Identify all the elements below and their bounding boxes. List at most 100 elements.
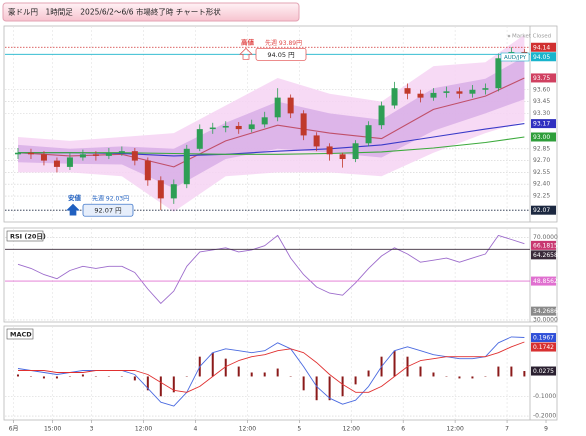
symbol-label: AUD/JPY xyxy=(504,55,527,61)
moving-average xyxy=(17,77,525,168)
histogram-bar xyxy=(172,376,175,393)
annotation-arrow xyxy=(66,203,80,216)
candle-body xyxy=(274,97,281,118)
y-tick-label: -0.2000 xyxy=(533,413,556,420)
x-tick-label: 9 xyxy=(544,426,548,433)
candle-body xyxy=(469,89,476,94)
candle-body xyxy=(456,91,463,94)
histogram-bar xyxy=(211,352,214,377)
candle-body xyxy=(365,125,372,144)
histogram-bar xyxy=(224,358,227,377)
histogram-bar xyxy=(42,376,45,379)
candle-body xyxy=(339,154,346,160)
axis-tag-label: 0.0275 xyxy=(533,368,554,375)
candle-body xyxy=(40,154,47,161)
axis-tag-label: 64.2658 xyxy=(533,252,558,259)
candle-body xyxy=(92,154,99,156)
histogram-bar xyxy=(315,376,318,401)
axis-tag xyxy=(531,306,556,316)
axis-tag-label: 93.17 xyxy=(533,121,550,128)
histogram-bar xyxy=(146,376,149,391)
axis-tag xyxy=(531,132,556,142)
panel-title: RSI (20日) xyxy=(10,233,46,241)
candle-body xyxy=(14,152,21,155)
y-tick-label: -0.1000 xyxy=(533,393,556,400)
x-tick-label: 4 xyxy=(194,426,198,433)
candle-body xyxy=(118,151,125,153)
axis-tag xyxy=(531,276,556,286)
axis-tag-label: 48.8562 xyxy=(533,278,558,285)
candle-body xyxy=(495,58,502,89)
histogram-bar xyxy=(16,374,19,377)
histogram-bar xyxy=(497,366,500,377)
histogram-bar xyxy=(263,372,266,377)
histogram-bar xyxy=(237,366,240,377)
candle-body xyxy=(404,88,411,94)
axis-tag xyxy=(531,205,556,215)
annotation-title: 安値 xyxy=(68,193,82,202)
panel xyxy=(3,227,558,323)
candle-body xyxy=(183,148,190,185)
annotation-title: 高値 xyxy=(241,37,255,46)
axis-tag-label: 93.00 xyxy=(533,134,550,141)
histogram-bar xyxy=(432,372,435,377)
chart-title: 豪ドル円 1時間足 2025/6/2～6/6 市場終了時 チャート形状 xyxy=(8,7,221,17)
axis-tag xyxy=(531,52,556,62)
candle-body xyxy=(248,124,255,130)
moving-average xyxy=(18,136,525,155)
axis-tag xyxy=(531,250,556,260)
y-tick-label: 92.25 xyxy=(533,193,550,200)
y-tick-label: 93.45 xyxy=(533,98,550,105)
x-tick-label: 12:00 xyxy=(239,426,256,433)
symbol-box xyxy=(500,52,530,62)
histogram-bar xyxy=(393,350,396,377)
axis-tag xyxy=(531,42,556,52)
axis-tag-label: 0.1742 xyxy=(533,344,554,351)
candle-body xyxy=(209,127,216,130)
axis-tag-label: 93.75 xyxy=(533,75,550,82)
market-status: Market Closed xyxy=(512,34,551,40)
annotation-note: 先週 93.89円 xyxy=(265,39,302,47)
x-tick-label: 3 xyxy=(90,426,94,433)
x-tick-label: 6 xyxy=(401,426,405,433)
candle-body xyxy=(235,125,242,130)
histogram-bar xyxy=(159,376,162,397)
x-tick-label: 12:00 xyxy=(135,426,152,433)
histogram-bar xyxy=(81,374,84,377)
candle-body xyxy=(53,160,60,167)
y-tick-label: 70.0000 xyxy=(533,234,558,241)
candle-body xyxy=(313,135,320,147)
rsi-line xyxy=(17,234,525,304)
axis-tag-label: 94.14 xyxy=(533,44,550,51)
axis-tag-label: 0.1967 xyxy=(533,335,554,342)
histogram-bar xyxy=(133,376,136,381)
histogram-bar xyxy=(341,376,344,397)
axis-tag xyxy=(531,119,556,129)
candle-body xyxy=(443,91,450,93)
histogram-bar xyxy=(510,366,513,377)
panel-title-box xyxy=(6,328,34,340)
histogram-bar xyxy=(458,376,461,379)
histogram-bar xyxy=(55,376,58,379)
candle-body xyxy=(417,93,424,98)
annotation-note: 先週 92.03円 xyxy=(92,195,129,203)
axis-tag-label: 66.1815 xyxy=(533,242,558,249)
y-tick-label: 92.40 xyxy=(533,181,550,188)
annotation-arrow xyxy=(239,47,253,60)
histogram-bar xyxy=(419,366,422,377)
candle-body xyxy=(79,154,86,158)
candle-body xyxy=(170,184,177,199)
y-tick-label: 92.70 xyxy=(533,157,550,164)
macd-line xyxy=(18,341,525,393)
annotation-box xyxy=(255,47,307,61)
candle-body xyxy=(105,152,112,156)
histogram-bar xyxy=(328,376,331,401)
candle-body xyxy=(352,143,359,160)
panel-title-box xyxy=(6,230,44,242)
panel xyxy=(3,325,558,421)
y-tick-label: 92.85 xyxy=(533,145,550,152)
axis-tag xyxy=(531,73,556,83)
x-tick-label: 12:00 xyxy=(446,426,463,433)
